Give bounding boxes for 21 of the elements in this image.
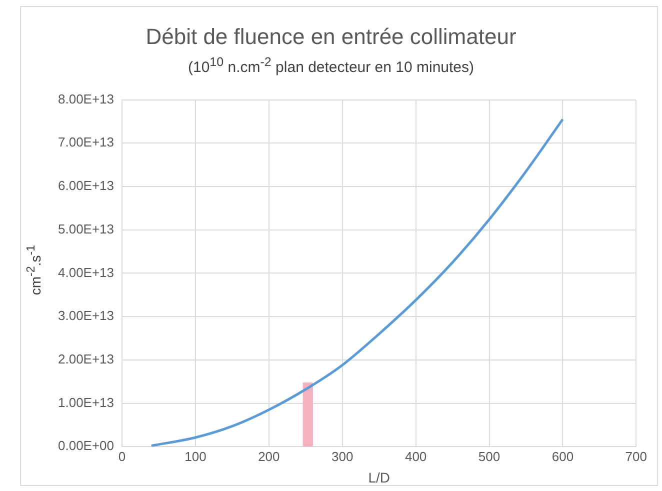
x-tick-label: 700: [625, 448, 648, 464]
x-tick-label: 200: [258, 448, 280, 464]
x-tick-label: 400: [404, 448, 427, 464]
chart-subtitle: (10$^{10}$ n.cm$^{-2}$ plan detecteur en 10 minutes): [186, 55, 476, 76]
x-tick-label: 600: [552, 448, 574, 464]
chart-title: Débit de fluence en entrée collimateur: [144, 24, 518, 50]
y-tick-label: 6.00E+13: [58, 178, 114, 194]
y-tick-label: 8.00E+13: [58, 91, 114, 106]
y-tick-label: 5.00E+13: [58, 221, 114, 236]
y-tick-label: 7.00E+13: [58, 134, 114, 150]
y-tick-label: 4.00E+13: [58, 264, 114, 280]
x-axis-title: L/D: [368, 469, 390, 486]
y-tick-label: 1.00E+13: [58, 394, 114, 410]
y-tick-label: 0.00E+00: [58, 438, 114, 454]
x-tick-label: 500: [478, 448, 500, 464]
x-tick-label: 300: [332, 448, 354, 464]
line-series: [150, 118, 564, 447]
x-tick-label: 0: [118, 448, 126, 464]
y-tick-label: 3.00E+13: [58, 308, 114, 324]
y-tick-label: 2.00E+13: [58, 351, 114, 366]
x-tick-label: 100: [184, 448, 206, 464]
